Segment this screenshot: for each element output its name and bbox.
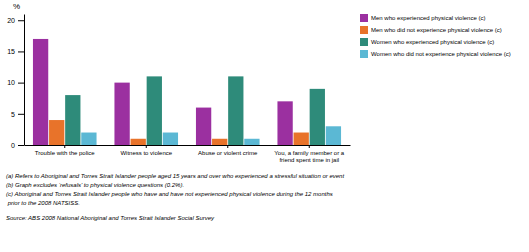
- bar: [147, 76, 162, 145]
- annotations: (a) Refers to Aboriginal and Torres Stra…: [6, 173, 344, 221]
- y-tick: 20: [7, 17, 24, 24]
- y-axis-line: [24, 15, 25, 146]
- bar: [277, 101, 292, 145]
- bar: [131, 139, 146, 145]
- y-axis-label: %: [13, 2, 20, 11]
- legend: Men who experienced physical violence (c…: [360, 14, 511, 58]
- footnote: prior to the 2008 NATSISS.: [6, 200, 80, 206]
- y-tick-mark: [18, 51, 24, 52]
- y-tick-label: 5: [11, 111, 15, 118]
- bar: [310, 89, 325, 145]
- x-tick-mark: [64, 145, 65, 148]
- x-axis: Trouble with the police Witness to violen…: [25, 145, 351, 163]
- legend-swatch: [360, 38, 368, 46]
- legend-label: Men who did not experience physical viol…: [371, 27, 502, 33]
- bars: [33, 39, 341, 145]
- footnote: (b) Graph excludes ‘refusals’ to physica…: [6, 182, 184, 188]
- bar: [33, 39, 48, 145]
- bar: [228, 76, 243, 145]
- footnote: (c) Aboriginal and Torres Strait Islande…: [6, 191, 333, 197]
- x-tick: Trouble with the police: [35, 145, 95, 156]
- legend-item: Women who did not experience physical vi…: [360, 50, 511, 58]
- legend-item: Men who did not experience physical viol…: [360, 26, 502, 34]
- y-tick: 15: [7, 48, 24, 55]
- x-tick-mark: [309, 145, 310, 148]
- x-tick-label: Witness to violence: [120, 150, 172, 156]
- bar: [114, 83, 129, 145]
- y-tick-mark: [18, 83, 24, 84]
- bar-series: [33, 39, 293, 145]
- legend-swatch: [360, 26, 368, 34]
- bar: [326, 126, 341, 145]
- x-tick: You, a family member or afriend spent ti…: [274, 145, 344, 163]
- y-tick-mark: [18, 20, 24, 21]
- bar: [49, 120, 64, 145]
- bar: [244, 139, 259, 145]
- x-tick-mark: [227, 145, 228, 148]
- bar-series: [81, 126, 341, 145]
- legend-item: Women who experienced physical violence …: [360, 38, 494, 46]
- legend-swatch: [360, 50, 368, 58]
- y-tick: 10: [7, 79, 24, 86]
- bar: [81, 133, 96, 145]
- x-tick-mark: [146, 145, 147, 148]
- bar: [163, 133, 178, 145]
- bar: [196, 108, 211, 145]
- y-axis: 0 5 10 15 20: [7, 15, 24, 149]
- bar: [294, 133, 309, 145]
- x-tick: Abuse or violent crime: [198, 145, 258, 156]
- footnote: (a) Refers to Aboriginal and Torres Stra…: [6, 173, 344, 179]
- y-tick: 5: [11, 111, 24, 118]
- legend-label: Men who experienced physical violence (c…: [371, 15, 485, 21]
- y-tick-label: 20: [7, 17, 15, 24]
- y-tick-label: 10: [7, 79, 15, 86]
- bar-series: [49, 120, 309, 145]
- y-tick-label: 0: [11, 142, 15, 149]
- legend-label: Women who experienced physical violence …: [371, 39, 494, 45]
- x-axis-line: [25, 145, 351, 146]
- footnote: Source: ABS 2008 National Aboriginal and…: [6, 215, 215, 221]
- y-tick-label: 15: [7, 48, 15, 55]
- chart: 0 5 10 15 20% Trouble with the police Witness …: [0, 0, 529, 252]
- x-tick-label: You, a family member or afriend spent ti…: [274, 150, 344, 163]
- y-tick-mark: [18, 114, 24, 115]
- x-tick-label: Abuse or violent crime: [198, 150, 258, 156]
- legend-label: Women who did not experience physical vi…: [371, 51, 511, 57]
- y-tick: 0: [11, 142, 24, 149]
- legend-item: Men who experienced physical violence (c…: [360, 14, 485, 22]
- bar: [212, 139, 227, 145]
- x-tick-label: Trouble with the police: [35, 150, 95, 156]
- bar: [65, 95, 80, 145]
- legend-swatch: [360, 14, 368, 22]
- x-tick: Witness to violence: [120, 145, 172, 156]
- y-tick-mark: [18, 145, 24, 146]
- bar-series: [65, 76, 325, 145]
